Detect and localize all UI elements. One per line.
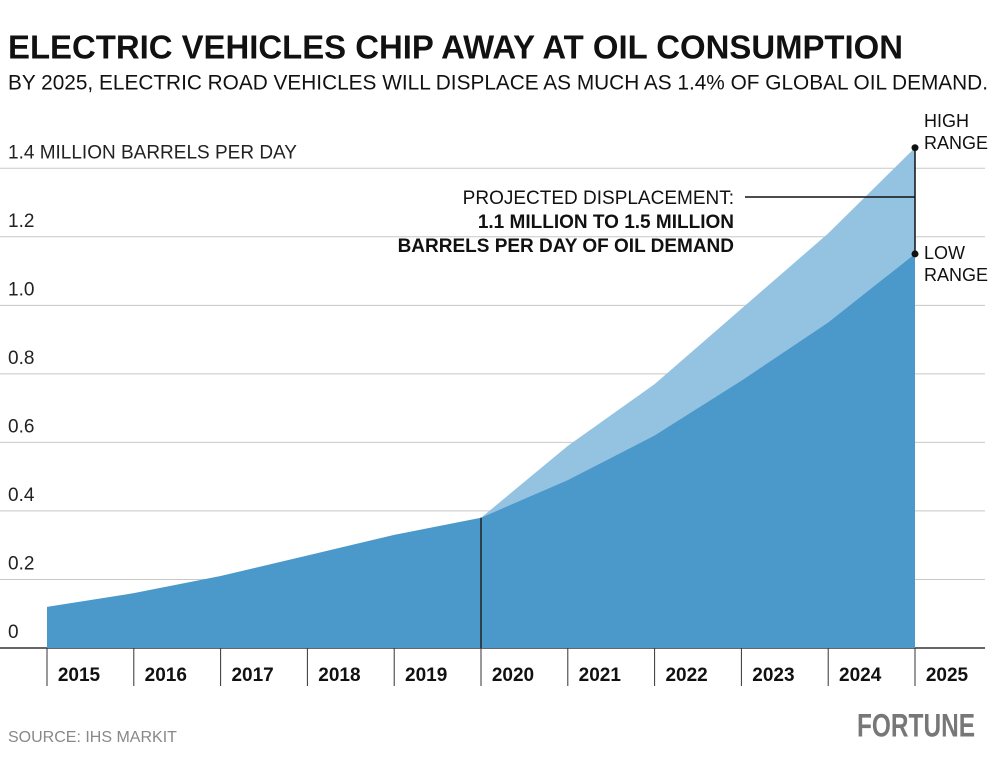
x-tick-label: 2020 xyxy=(492,665,534,686)
y-tick-label: 0 xyxy=(8,622,19,643)
x-tick-label: 2016 xyxy=(145,665,187,686)
source: SOURCE: IHS MARKIT xyxy=(8,729,177,746)
y-tick-label: 0.6 xyxy=(8,416,34,437)
annotation: PROJECTED DISPLACEMENT: xyxy=(463,188,734,209)
y-tick-label: 1.4 MILLION BARRELS PER DAY xyxy=(8,142,297,163)
area xyxy=(47,253,915,648)
logo: FORTUNE xyxy=(857,707,975,743)
y-tick-label: 0.2 xyxy=(8,553,34,574)
x-tick-label: 2017 xyxy=(231,665,273,686)
series-label: LOW RANGE xyxy=(924,242,989,285)
x-tick-label: 2025 xyxy=(926,665,969,686)
series-label-box: HIGH RANGE xyxy=(924,110,989,153)
range-dot xyxy=(911,144,919,152)
chart-title: ELECTRIC VEHICLES CHIP AWAY AT OIL CONSU… xyxy=(8,29,903,66)
x-tick-label: 2019 xyxy=(405,665,447,686)
x-tick-label: 2022 xyxy=(665,665,707,686)
series-label-box: LOW RANGE xyxy=(924,242,989,285)
x-tick-label: 2021 xyxy=(579,665,622,686)
y-tick-label: 0.8 xyxy=(8,348,34,369)
range-dot xyxy=(911,250,919,258)
x-tick-label: 2023 xyxy=(752,665,794,686)
x-tick-label: 2018 xyxy=(318,665,360,686)
y-tick-label: 1.2 xyxy=(8,211,34,232)
x-tick-label: 2015 xyxy=(58,665,101,686)
annotation: BARRELS PER DAY OF OIL DEMAND xyxy=(398,236,734,257)
x-tick-label: 2024 xyxy=(839,665,882,686)
y-tick-label: 0.4 xyxy=(8,485,35,506)
y-tick-label: 1.0 xyxy=(8,279,34,300)
chart-subtitle: BY 2025, ELECTRIC ROAD VEHICLES WILL DIS… xyxy=(8,72,988,95)
annotation: 1.1 MILLION TO 1.5 MILLION xyxy=(478,212,734,233)
series-label: HIGH RANGE xyxy=(924,110,989,153)
